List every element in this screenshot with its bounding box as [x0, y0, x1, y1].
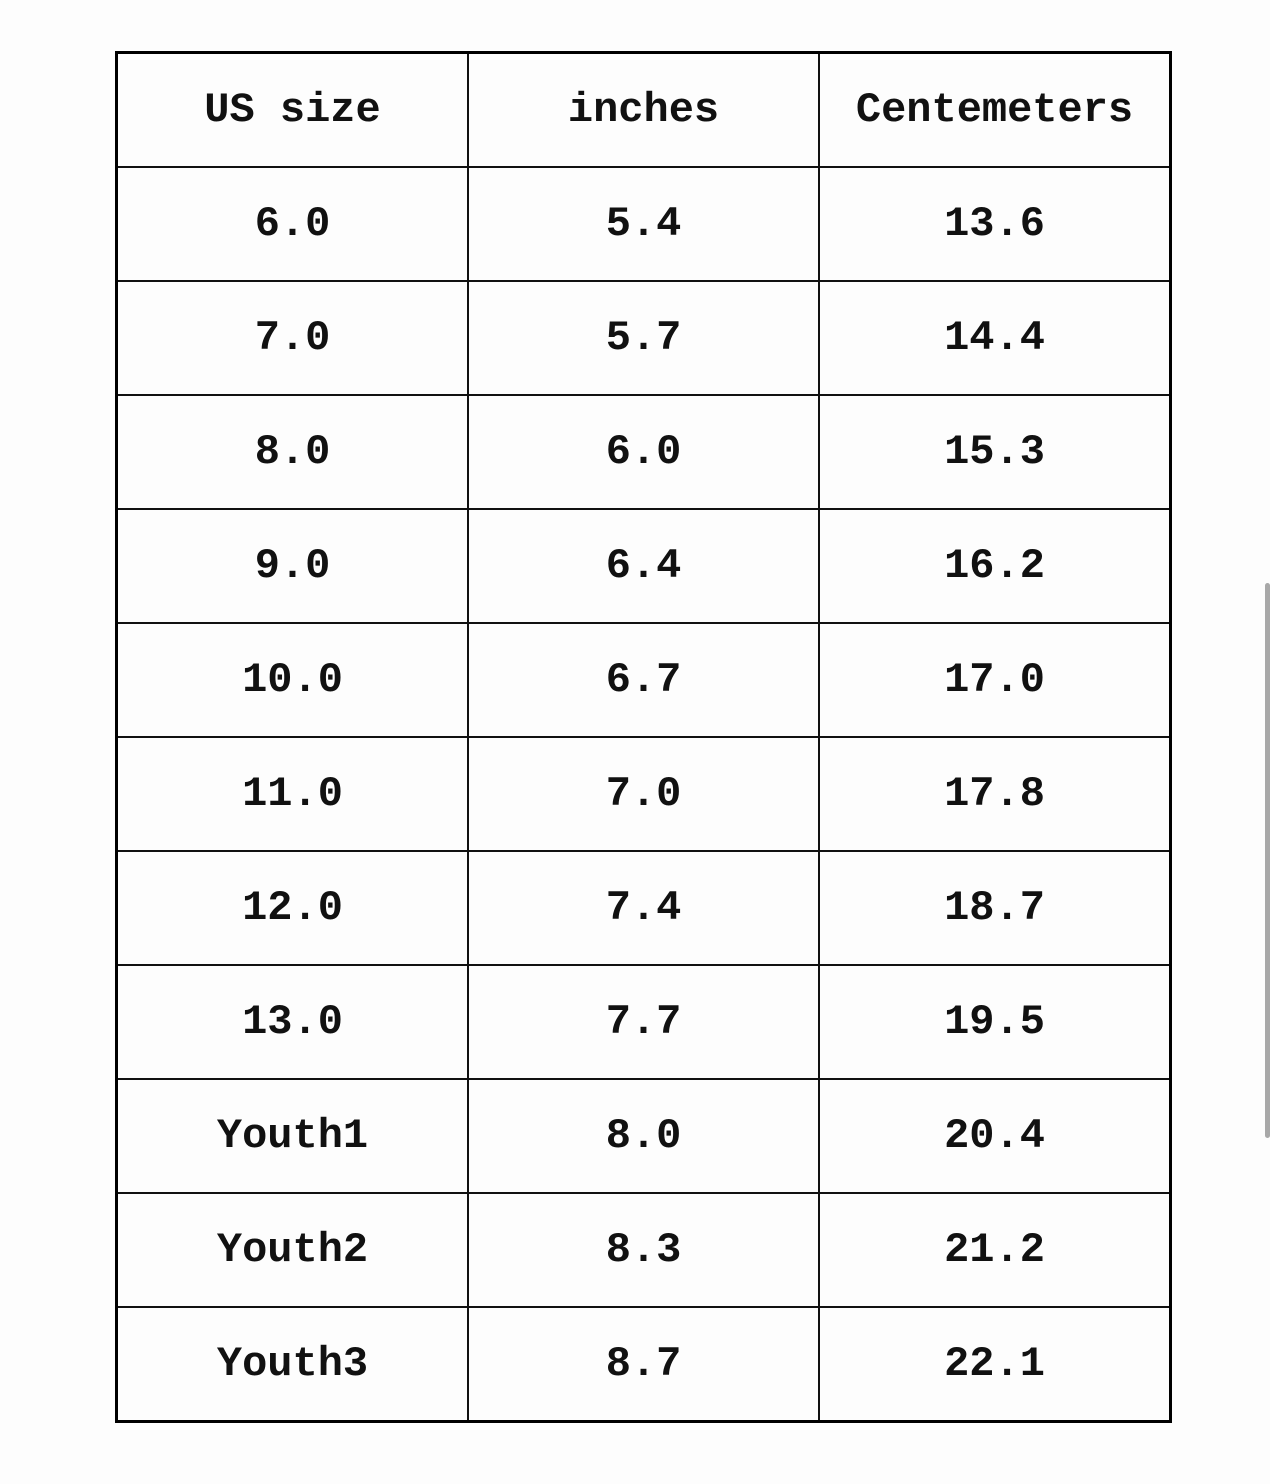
cell-us-size: 9.0 — [115, 508, 469, 624]
cell-inches: 6.4 — [467, 508, 820, 624]
cell-inches: 7.7 — [467, 964, 820, 1080]
scrollbar[interactable] — [1265, 583, 1270, 1138]
cell-inches: 5.4 — [467, 166, 820, 282]
table-row: 7.0 5.7 14.4 — [115, 280, 1172, 396]
cell-us-size: Youth2 — [115, 1192, 469, 1308]
table-row: 8.0 6.0 15.3 — [115, 394, 1172, 510]
cell-centimeters: 22.1 — [818, 1306, 1172, 1423]
cell-us-size: 8.0 — [115, 394, 469, 510]
cell-inches: 5.7 — [467, 280, 820, 396]
table-row: 11.0 7.0 17.8 — [115, 736, 1172, 852]
header-centimeters: Centemeters — [818, 51, 1172, 168]
table-row: 9.0 6.4 16.2 — [115, 508, 1172, 624]
size-chart-table: US size inches Centemeters 6.0 5.4 13.6 7.0… — [115, 51, 1172, 1423]
cell-centimeters: 15.3 — [818, 394, 1172, 510]
cell-centimeters: 21.2 — [818, 1192, 1172, 1308]
table-row: Youth3 8.7 22.1 — [115, 1306, 1172, 1423]
cell-us-size: Youth3 — [115, 1306, 469, 1423]
cell-centimeters: 19.5 — [818, 964, 1172, 1080]
cell-centimeters: 18.7 — [818, 850, 1172, 966]
cell-centimeters: 16.2 — [818, 508, 1172, 624]
header-inches: inches — [467, 51, 820, 168]
cell-inches: 6.0 — [467, 394, 820, 510]
table-row: 6.0 5.4 13.6 — [115, 166, 1172, 282]
table-row: 12.0 7.4 18.7 — [115, 850, 1172, 966]
header-us-size: US size — [115, 51, 469, 168]
table-row: 13.0 7.7 19.5 — [115, 964, 1172, 1080]
cell-us-size: 13.0 — [115, 964, 469, 1080]
cell-us-size: 7.0 — [115, 280, 469, 396]
cell-centimeters: 13.6 — [818, 166, 1172, 282]
cell-centimeters: 17.0 — [818, 622, 1172, 738]
cell-us-size: 12.0 — [115, 850, 469, 966]
table-row: Youth1 8.0 20.4 — [115, 1078, 1172, 1194]
table-row: Youth2 8.3 21.2 — [115, 1192, 1172, 1308]
cell-us-size: 11.0 — [115, 736, 469, 852]
cell-centimeters: 14.4 — [818, 280, 1172, 396]
cell-inches: 7.0 — [467, 736, 820, 852]
cell-us-size: 10.0 — [115, 622, 469, 738]
cell-us-size: 6.0 — [115, 166, 469, 282]
cell-inches: 8.0 — [467, 1078, 820, 1194]
cell-us-size: Youth1 — [115, 1078, 469, 1194]
table-body: 6.0 5.4 13.6 7.0 5.7 14.4 8.0 6.0 15.3 9.0 6.4 16.2… — [115, 166, 1172, 1423]
cell-inches: 6.7 — [467, 622, 820, 738]
table-row: 10.0 6.7 17.0 — [115, 622, 1172, 738]
cell-centimeters: 17.8 — [818, 736, 1172, 852]
cell-inches: 8.7 — [467, 1306, 820, 1423]
cell-inches: 8.3 — [467, 1192, 820, 1308]
cell-inches: 7.4 — [467, 850, 820, 966]
cell-centimeters: 20.4 — [818, 1078, 1172, 1194]
header-row: US size inches Centemeters — [115, 51, 1172, 168]
